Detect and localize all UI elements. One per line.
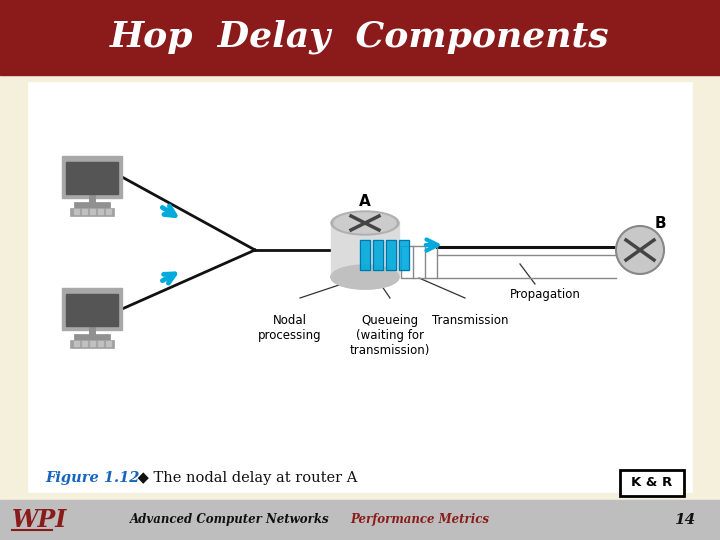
Bar	[373, 240, 383, 270]
Text: Nodal
processing: Nodal processing	[258, 314, 322, 342]
Bar	[331, 222, 399, 277]
Ellipse shape	[334, 213, 396, 233]
Bar	[62, 288, 122, 330]
Bar	[106, 209, 111, 211]
Circle shape	[616, 226, 664, 274]
Ellipse shape	[331, 265, 399, 289]
Bar	[90, 341, 95, 343]
Bar	[90, 344, 95, 346]
Ellipse shape	[331, 265, 399, 289]
Text: Figure 1.12: Figure 1.12	[45, 471, 140, 485]
Bar	[82, 341, 87, 343]
Bar	[62, 156, 122, 198]
Bar	[90, 209, 95, 211]
Bar	[66, 294, 118, 326]
Bar	[360, 240, 370, 270]
Bar	[0, 0, 720, 75]
Text: Performance Metrics: Performance Metrics	[351, 514, 490, 526]
Bar	[98, 344, 103, 346]
Bar	[66, 162, 118, 194]
Text: ◆ The nodal delay at router A: ◆ The nodal delay at router A	[133, 471, 357, 485]
Bar	[386, 240, 396, 270]
Bar	[98, 209, 103, 211]
Bar	[0, 500, 720, 540]
Text: B: B	[654, 217, 666, 232]
Bar	[74, 341, 79, 343]
Bar	[401, 246, 437, 278]
Bar	[620, 470, 684, 496]
Text: Propagation: Propagation	[510, 288, 580, 301]
Text: Queueing
(waiting for
transmission): Queueing (waiting for transmission)	[350, 314, 430, 357]
Bar	[74, 334, 110, 340]
Bar	[70, 208, 114, 216]
Text: Transmission: Transmission	[432, 314, 508, 327]
Bar	[28, 82, 692, 492]
Bar	[360, 240, 370, 270]
Text: 14: 14	[675, 513, 696, 527]
Text: Hop  Delay  Components: Hop Delay Components	[110, 20, 610, 54]
Bar	[74, 212, 79, 214]
Bar	[399, 240, 409, 270]
Bar	[106, 344, 111, 346]
Bar	[106, 341, 111, 343]
Text: Advanced Computer Networks: Advanced Computer Networks	[130, 514, 330, 526]
Text: WPI: WPI	[12, 508, 67, 532]
Bar	[82, 209, 87, 211]
Bar	[386, 240, 396, 270]
Bar	[98, 341, 103, 343]
Bar	[70, 340, 114, 348]
Ellipse shape	[331, 211, 399, 235]
Bar	[74, 202, 110, 208]
Text: K & R: K & R	[631, 476, 672, 489]
Bar	[98, 212, 103, 214]
Bar	[373, 240, 383, 270]
Bar	[90, 212, 95, 214]
Bar	[82, 212, 87, 214]
Bar	[106, 212, 111, 214]
Bar	[399, 240, 409, 270]
Text: A: A	[359, 193, 371, 208]
Bar	[82, 344, 87, 346]
Bar	[74, 209, 79, 211]
Bar	[74, 344, 79, 346]
